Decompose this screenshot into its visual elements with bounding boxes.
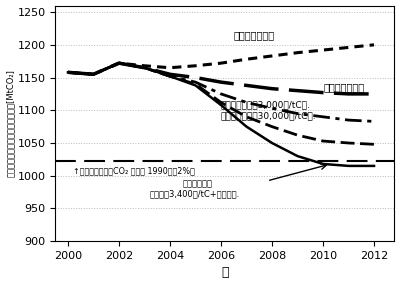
Text: ↑エネルギー起源CO₂ 排出量 1990年比2%減: ↑エネルギー起源CO₂ 排出量 1990年比2%減 [73, 166, 195, 175]
Text: （炭素税3,400円/tC+補助金）.: （炭素税3,400円/tC+補助金）. [150, 190, 240, 199]
Y-axis label: エネルギー起源二酸化炭素排出量[MtCO₂]: エネルギー起源二酸化炭素排出量[MtCO₂] [6, 70, 14, 177]
Text: 補助金ケース: 補助金ケース [183, 179, 213, 188]
Text: 炭素税ケース（3,000円/tC）.: 炭素税ケース（3,000円/tC）. [221, 101, 311, 109]
Text: 市場選択ケース: 市場選択ケース [323, 82, 364, 92]
Text: 炭素税ケース（30,000円/tC）.: 炭素税ケース（30,000円/tC）. [221, 111, 317, 120]
Text: 技術一定ケース: 技術一定ケース [234, 30, 275, 40]
X-axis label: 年: 年 [221, 266, 228, 280]
